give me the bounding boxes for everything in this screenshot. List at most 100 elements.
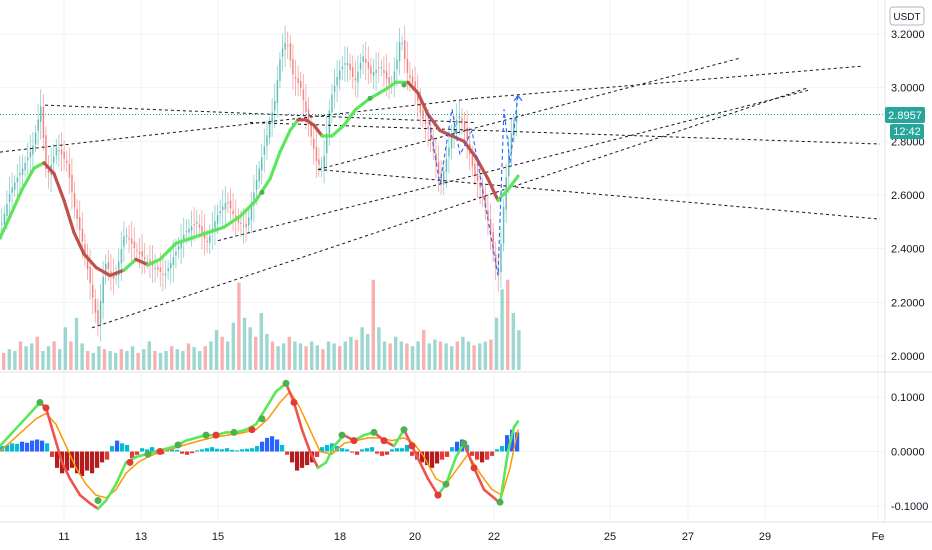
- osc-fast-segment: [164, 444, 178, 451]
- histogram-bar: [440, 451, 445, 460]
- candle-body: [138, 251, 141, 254]
- candle-body: [118, 261, 120, 276]
- volume-bar: [130, 346, 135, 370]
- osc-fast-segment: [292, 401, 304, 432]
- candle-body: [461, 118, 463, 124]
- volume-bar: [343, 341, 347, 370]
- histogram-bar: [290, 451, 295, 463]
- candle-body: [315, 146, 318, 161]
- volume-bar: [69, 341, 73, 370]
- trendlines[interactable]: [0, 57, 885, 329]
- candle-body: [313, 138, 315, 149]
- osc-fast-segment: [96, 499, 108, 511]
- histogram-bar: [455, 441, 460, 452]
- candle-body: [266, 135, 268, 146]
- ma-segment: [8, 188, 24, 219]
- osc-fast-segment: [234, 428, 248, 434]
- trendline[interactable]: [0, 97, 476, 153]
- histogram-bar: [120, 443, 125, 452]
- candle-body: [378, 67, 380, 69]
- osc-fast-segment: [44, 406, 56, 437]
- trendline[interactable]: [217, 89, 809, 242]
- histogram-bar: [10, 443, 15, 452]
- osc-signal-dot-green: [36, 398, 44, 406]
- histogram-bar: [350, 451, 355, 453]
- candle-body: [492, 232, 494, 254]
- volume-bars: [2, 279, 521, 370]
- candle-body: [479, 183, 481, 189]
- candle-body: [500, 244, 502, 273]
- volume-bar: [7, 349, 11, 370]
- histogram-bar: [180, 451, 185, 454]
- countdown-label: 12:42: [893, 126, 921, 138]
- countdown-badge: 12:42: [890, 124, 924, 139]
- histogram-bar: [345, 449, 350, 452]
- trendline[interactable]: [44, 104, 476, 124]
- candle-body: [326, 133, 328, 154]
- candle-body: [216, 215, 219, 224]
- candle-body: [133, 241, 136, 249]
- ma-segment: [278, 129, 292, 154]
- trendline[interactable]: [317, 169, 881, 220]
- time-axis[interactable]: 11 13 15 18 20 22 25 27 29 Fe: [58, 531, 884, 543]
- ma-segment: [342, 107, 358, 127]
- candle-body: [443, 170, 445, 185]
- volume-bar: [102, 349, 107, 370]
- candle-body: [427, 126, 429, 130]
- time-tick-label: 18: [334, 531, 346, 543]
- candle-body: [149, 259, 151, 264]
- osc-signal-dot-green: [282, 379, 290, 387]
- volume-bar: [58, 349, 62, 370]
- candle-body: [398, 42, 401, 62]
- volume-bar: [494, 317, 499, 370]
- osc-signal-dot-red: [350, 437, 358, 445]
- candle-body: [92, 284, 94, 298]
- ma-segment: [416, 91, 430, 117]
- histogram-bar: [490, 451, 495, 456]
- candle-body: [185, 231, 188, 233]
- osc-signal-dot-red: [434, 491, 442, 499]
- candle-body: [102, 276, 104, 304]
- histogram-bar: [475, 451, 480, 460]
- histogram-bar: [420, 451, 425, 463]
- histogram-bar: [20, 441, 25, 452]
- candle-body: [237, 217, 240, 223]
- candle-body: [128, 238, 130, 240]
- candle-body: [513, 121, 515, 136]
- osc-signal-dot-green: [258, 415, 266, 423]
- osc-fast-segment: [482, 488, 496, 500]
- osc-fast-segment: [18, 412, 32, 426]
- candle-body: [484, 195, 487, 209]
- candle-body: [372, 71, 375, 77]
- currency-badge[interactable]: USDT: [889, 6, 925, 26]
- osc-signal-dot-green: [174, 441, 182, 449]
- histogram-bar: [200, 449, 205, 452]
- histogram-bar: [15, 443, 20, 452]
- candle-body: [159, 267, 162, 272]
- trendline[interactable]: [474, 65, 863, 99]
- candle-body: [27, 157, 29, 161]
- ma-segment: [72, 230, 86, 256]
- candle-body: [229, 200, 232, 209]
- pattern-line[interactable]: [427, 95, 519, 276]
- candle-body: [154, 267, 156, 269]
- trendline[interactable]: [317, 57, 741, 170]
- trendline[interactable]: [91, 87, 809, 329]
- osc-fast-segment: [60, 461, 72, 481]
- candle-body: [365, 59, 367, 63]
- harmonic-pattern[interactable]: [427, 94, 523, 276]
- candle-body: [375, 69, 377, 74]
- ma-segment: [268, 150, 282, 181]
- histogram-bar: [510, 429, 515, 452]
- osc-fast-segment: [316, 461, 328, 470]
- osc-fast-segment: [418, 461, 430, 481]
- histogram-bar: [250, 448, 255, 452]
- osc-signal-dot-green: [370, 428, 378, 436]
- price-axis[interactable]: 3.2000 3.0000 2.8000 2.6000 2.4000 2.2000 2.00…: [891, 29, 928, 513]
- volume-bar: [63, 327, 67, 370]
- histogram-bar: [275, 439, 280, 452]
- candle-body: [294, 77, 297, 79]
- histogram-bar: [245, 448, 250, 452]
- histogram-bar: [430, 451, 435, 468]
